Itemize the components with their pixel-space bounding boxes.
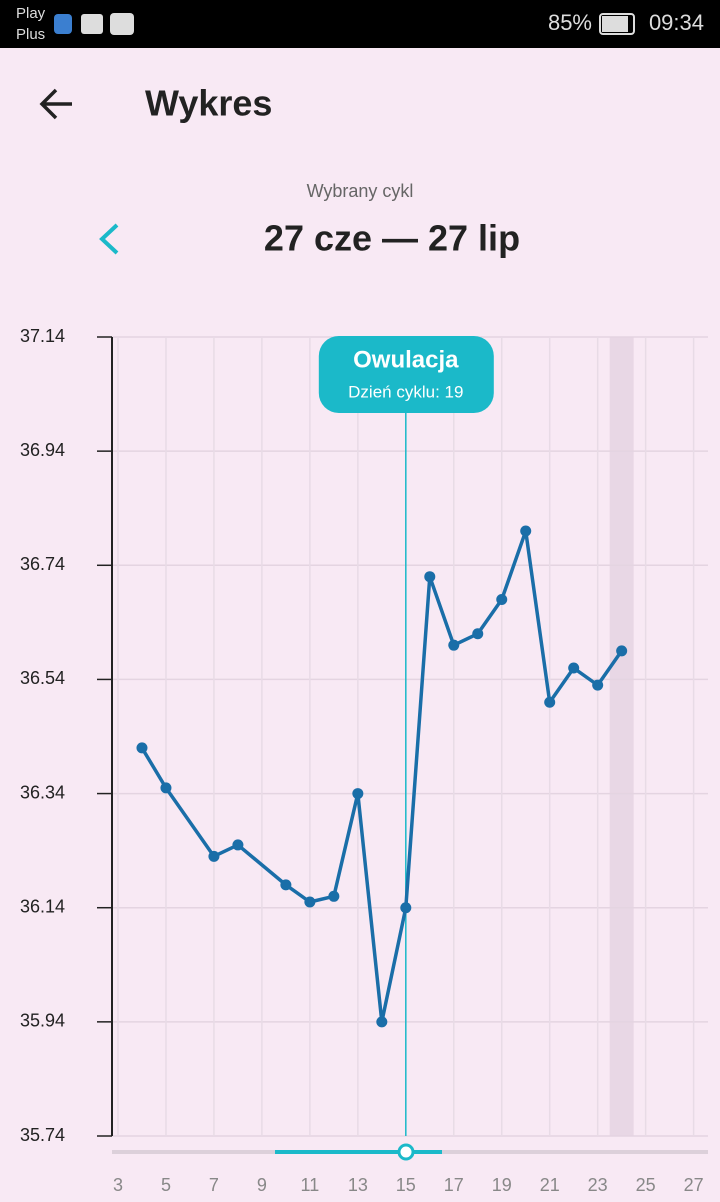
x-tick-label: 5 <box>161 1175 171 1195</box>
temperature-point <box>568 662 580 674</box>
temperature-point <box>496 594 508 606</box>
temperature-point <box>592 679 604 691</box>
battery-level: 85% <box>548 10 592 35</box>
temperature-point <box>160 782 172 794</box>
icon <box>81 14 103 34</box>
y-tick-label: 36.14 <box>20 896 65 916</box>
cycle-label: Wybrany cykl <box>307 181 414 201</box>
x-tick-label: 27 <box>684 1175 704 1195</box>
temperature-point <box>544 696 556 708</box>
temperature-point <box>376 1016 388 1028</box>
y-tick-label: 36.94 <box>20 440 65 460</box>
x-tick-label: 23 <box>588 1175 608 1195</box>
previous-cycle[interactable] <box>99 223 119 255</box>
x-tick-label: 9 <box>257 1175 267 1195</box>
y-tick-label: 37.14 <box>20 326 65 346</box>
temperature-point <box>352 788 364 800</box>
x-tick-label: 21 <box>540 1175 560 1195</box>
x-tick-label: 19 <box>492 1175 512 1195</box>
y-tick-label: 36.74 <box>20 554 65 574</box>
y-tick-label: 35.74 <box>20 1125 65 1145</box>
y-tick-label: 36.54 <box>20 668 65 688</box>
temperature-point <box>520 525 532 537</box>
carrier: Play <box>16 5 46 22</box>
carrier: Plus <box>16 26 45 43</box>
x-tick-label: 17 <box>444 1175 464 1195</box>
temperature-point <box>448 639 460 651</box>
x-tick-label: 13 <box>348 1175 368 1195</box>
temperature-point <box>616 645 628 657</box>
icon <box>54 14 72 34</box>
temperature-point <box>400 902 412 914</box>
temperature-point <box>304 896 316 908</box>
y-tick-label: 36.34 <box>20 782 65 802</box>
ovulation-subtitle: Dzień cyklu: 19 <box>348 382 463 401</box>
cycle-range: 27 cze — 27 lip <box>264 218 520 259</box>
battery-icon <box>602 16 628 32</box>
temperature-point <box>472 628 484 640</box>
x-tick-label: 7 <box>209 1175 219 1195</box>
y-tick-label: 35.94 <box>20 1011 65 1031</box>
x-tick-label: 15 <box>396 1175 416 1195</box>
x-tick-label: 3 <box>113 1175 123 1195</box>
clock: 09:34 <box>649 10 704 35</box>
temperature-point <box>136 742 148 754</box>
battery-icon <box>599 13 635 35</box>
temperature-point <box>424 571 436 583</box>
highlight-column <box>609 337 634 1136</box>
slider-range[interactable] <box>275 1150 442 1154</box>
temperature-point <box>280 879 292 891</box>
ovulation-badge <box>318 336 494 413</box>
page-title: Wykres <box>145 83 272 124</box>
back-button[interactable] <box>39 88 72 120</box>
icon <box>110 13 134 35</box>
x-tick-label: 25 <box>636 1175 656 1195</box>
temperature-point <box>232 839 244 851</box>
temperature-point <box>328 890 340 902</box>
temperature-point <box>208 850 220 862</box>
x-tick-label: 11 <box>301 1175 320 1195</box>
ovulation-title: Owulacja <box>353 346 459 373</box>
slider-handle[interactable] <box>397 1143 415 1161</box>
